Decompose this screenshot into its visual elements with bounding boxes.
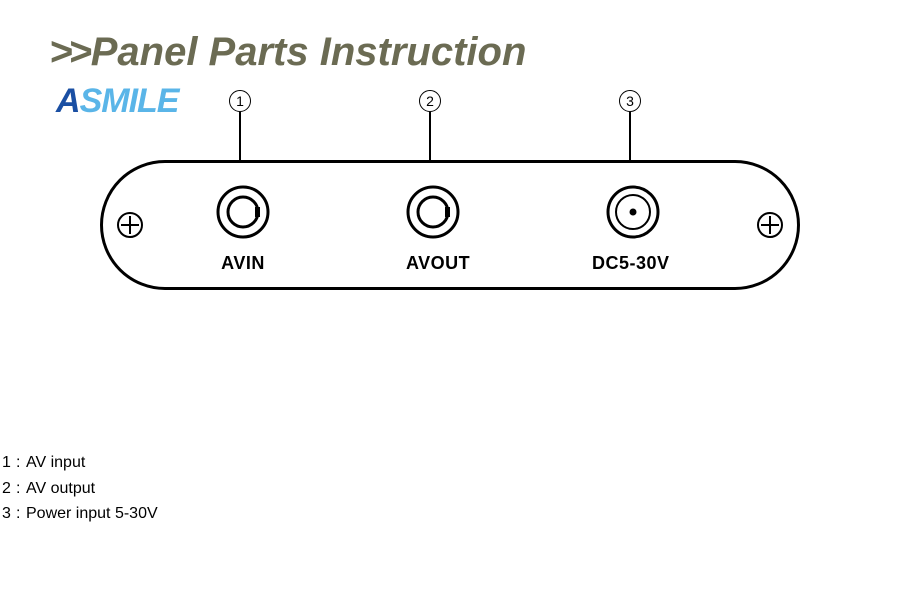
port-avin: AVIN <box>216 185 270 274</box>
legend-num: 3 <box>2 501 16 527</box>
legend-sep: : <box>16 476 26 502</box>
legend-text: AV input <box>26 450 85 476</box>
legend-item: 1:AV input <box>2 450 158 476</box>
audio-jack-icon <box>406 185 460 239</box>
legend: 1:AV input 2:AV output 3:Power input 5-3… <box>2 450 158 527</box>
panel-plate: AVIN AVOUT DC5-30V <box>100 160 800 290</box>
callout-number: 1 <box>229 90 251 112</box>
legend-item: 3:Power input 5-30V <box>2 501 158 527</box>
legend-num: 2 <box>2 476 16 502</box>
panel-diagram: 1 2 3 <box>100 90 800 340</box>
title-prefix: >> <box>50 30 89 75</box>
legend-num: 1 <box>2 450 16 476</box>
port-avout: AVOUT <box>406 185 460 274</box>
port-label: AVOUT <box>406 253 460 274</box>
title-row: >> Panel Parts Instruction <box>50 30 526 75</box>
port-label: AVIN <box>216 253 270 274</box>
port-dc: DC5-30V <box>606 185 660 274</box>
screw-right-icon <box>757 212 783 238</box>
callout-number: 3 <box>619 90 641 112</box>
legend-sep: : <box>16 501 26 527</box>
legend-item: 2:AV output <box>2 476 158 502</box>
page-title: Panel Parts Instruction <box>91 30 527 75</box>
legend-text: Power input 5-30V <box>26 501 158 527</box>
page-root: >> Panel Parts Instruction ASMILE 1 2 3 <box>0 0 900 600</box>
brand-part1: A <box>56 82 80 120</box>
audio-jack-icon <box>216 185 270 239</box>
legend-sep: : <box>16 450 26 476</box>
legend-text: AV output <box>26 476 95 502</box>
dc-barrel-icon <box>606 185 660 239</box>
callout-number: 2 <box>419 90 441 112</box>
screw-left-icon <box>117 212 143 238</box>
port-label: DC5-30V <box>592 253 660 274</box>
